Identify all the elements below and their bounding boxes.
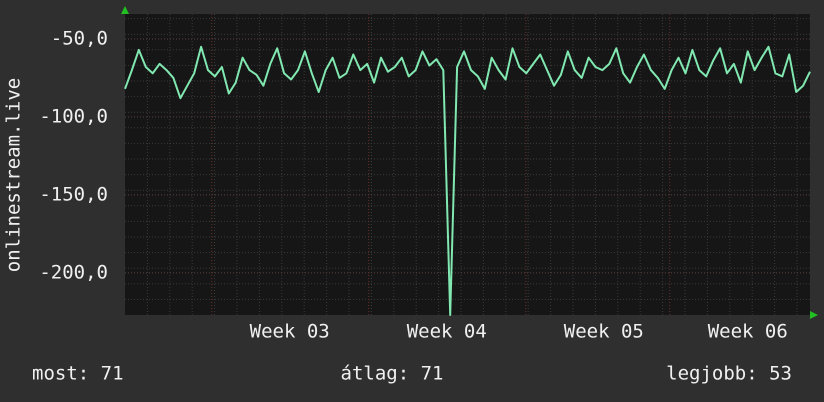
x-tick-label: Week 04 [407,321,487,343]
minor-grid [125,14,810,315]
y-tick-label: -50,0 [51,27,108,49]
plot-area [125,14,810,315]
x-arrow [810,311,818,319]
footer-best: legjobb: 53 [666,363,792,385]
data-line [124,45,811,316]
y-tick-label: -100,0 [39,105,108,127]
x-tick-label: Week 05 [564,321,644,343]
footer-now: most: 71 [32,363,124,385]
y-arrow [121,6,129,14]
footer-avg: átlag: 71 [341,363,444,385]
y-axis-label: onlinestream.live [3,78,25,272]
y-tick-label: -150,0 [39,183,108,205]
x-tick-label: Week 06 [708,321,788,343]
y-tick-label: -200,0 [39,261,108,283]
x-tick-label: Week 03 [250,321,330,343]
